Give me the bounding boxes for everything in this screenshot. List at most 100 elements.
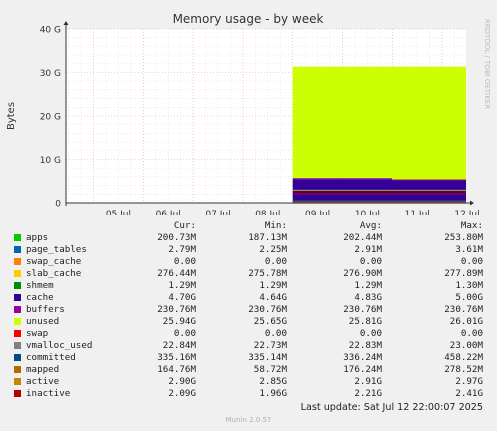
legend-cur: 335.16M	[157, 352, 196, 363]
legend-min: 25.65G	[253, 316, 287, 327]
legend-cur: 0.00	[173, 328, 196, 339]
legend-swatch	[14, 378, 21, 385]
legend-header: Cur: Min: Avg: Max:	[0, 220, 497, 232]
legend-row: active 2.90G 2.85G 2.91G 2.97G	[0, 376, 497, 388]
legend-max: 5.00G	[455, 292, 483, 303]
legend-swatch	[14, 270, 21, 277]
legend-swatch	[14, 342, 21, 349]
legend-swatch	[14, 234, 21, 241]
legend-series-name: vmalloc_used	[26, 340, 93, 351]
legend-row: page_tables 2.79M 2.25M 2.91M 3.61M	[0, 244, 497, 256]
legend-series-name: swap	[26, 328, 49, 339]
y-tick-label: 10 G	[40, 156, 61, 166]
legend-series-name: mapped	[26, 364, 60, 375]
legend-swatch	[14, 318, 21, 325]
legend-avg: 2.91M	[354, 244, 382, 255]
legend-max: 230.76M	[444, 304, 483, 315]
legend-swatch	[14, 390, 21, 397]
legend-swatch	[14, 258, 21, 265]
legend-cur: 4.70G	[168, 292, 196, 303]
legend-rows: apps 200.73M 187.13M 202.44M 253.80M page_tab…	[0, 232, 497, 400]
x-axis-arrow	[470, 200, 474, 206]
y-tick-label: 0	[55, 200, 61, 210]
x-tick-label: 07 Jul	[205, 210, 230, 215]
x-tick-label: 08 Jul	[255, 210, 280, 215]
legend-row: inactive 2.09G 1.96G 2.21G 2.41G	[0, 388, 497, 400]
legend-swatch	[14, 246, 21, 253]
legend-series-name: inactive	[26, 388, 71, 399]
legend-max: 2.41G	[455, 388, 483, 399]
legend-row: swap 0.00 0.00 0.00 0.00	[0, 328, 497, 340]
legend-series-name: committed	[26, 352, 76, 363]
x-tick-label: 12 Jul	[454, 210, 479, 215]
area-buffers	[292, 178, 466, 181]
last-update: Last update: Sat Jul 12 22:00:07 2025	[300, 402, 483, 413]
legend-min: 22.73M	[253, 340, 287, 351]
legend-cur: 2.79M	[168, 244, 196, 255]
legend-row: swap_cache 0.00 0.00 0.00 0.00	[0, 256, 497, 268]
legend-cur: 1.29M	[168, 280, 196, 291]
rrdtool-credit: RRDTOOL / TOBI OETIKER	[483, 19, 491, 109]
legend-series-name: swap_cache	[26, 256, 82, 267]
legend-table: Cur: Min: Avg: Max: apps 200.73M 187.13M 20…	[0, 220, 497, 400]
legend-min: 275.78M	[248, 268, 287, 279]
legend-row: buffers 230.76M 230.76M 230.76M 230.76M	[0, 304, 497, 316]
legend-max: 0.00	[460, 328, 483, 339]
legend-max: 253.80M	[444, 232, 483, 243]
legend-row: mapped 164.76M 58.72M 176.24M 278.52M	[0, 364, 497, 376]
legend-series-name: unused	[26, 316, 60, 327]
legend-row: unused 25.94G 25.65G 25.81G 26.01G	[0, 316, 497, 328]
x-tick-label: 06 Jul	[156, 210, 181, 215]
y-tick-label: 30 G	[40, 69, 61, 79]
legend-series-name: buffers	[26, 304, 65, 315]
legend-row: committed 335.16M 335.14M 336.24M 458.22M	[0, 352, 497, 364]
legend-avg: 0.00	[359, 328, 382, 339]
legend-avg: 0.00	[359, 256, 382, 267]
header-avg: Avg:	[359, 220, 382, 231]
legend-cur: 200.73M	[157, 232, 196, 243]
legend-max: 458.22M	[444, 352, 483, 363]
y-axis-label: Bytes	[6, 102, 17, 130]
legend-swatch	[14, 354, 21, 361]
legend-avg: 4.83G	[354, 292, 382, 303]
legend-cur: 2.09G	[168, 388, 196, 399]
legend-min: 2.85G	[259, 376, 287, 387]
legend-avg: 276.90M	[343, 268, 382, 279]
legend-cur: 2.90G	[168, 376, 196, 387]
legend-max: 3.61M	[455, 244, 483, 255]
chart-areas	[292, 66, 466, 203]
legend-row: cache 4.70G 4.64G 4.83G 5.00G	[0, 292, 497, 304]
legend-avg: 336.24M	[343, 352, 382, 363]
legend-min: 1.29M	[259, 280, 287, 291]
legend-min: 4.64G	[259, 292, 287, 303]
legend-cur: 25.94G	[162, 316, 196, 327]
y-axis-arrow	[63, 21, 69, 25]
legend-max: 1.30M	[455, 280, 483, 291]
legend-cur: 164.76M	[157, 364, 196, 375]
legend-avg: 1.29M	[354, 280, 382, 291]
legend-min: 187.13M	[248, 232, 287, 243]
legend-cur: 276.44M	[157, 268, 196, 279]
legend-avg: 2.91G	[354, 376, 382, 387]
legend-max: 26.01G	[449, 316, 483, 327]
legend-swatch	[14, 330, 21, 337]
legend-cur: 230.76M	[157, 304, 196, 315]
legend-series-name: cache	[26, 292, 54, 303]
legend-min: 230.76M	[248, 304, 287, 315]
legend-cur: 0.00	[173, 256, 196, 267]
header-min: Min:	[264, 220, 287, 231]
legend-avg: 230.76M	[343, 304, 382, 315]
chart-title: Memory usage - by week	[173, 12, 324, 26]
x-tick-label: 11 Jul	[405, 210, 430, 215]
legend-min: 0.00	[264, 256, 287, 267]
legend-max: 278.52M	[444, 364, 483, 375]
legend-min: 2.25M	[259, 244, 287, 255]
x-tick-label: 09 Jul	[305, 210, 330, 215]
chart-axes: 0 10 G 20 G 30 G 40 G 05 Jul 06 Jul 07 Jul 08 Ju…	[40, 21, 480, 215]
header-cur: Cur:	[173, 220, 196, 231]
legend-max: 23.00M	[449, 340, 483, 351]
legend-max: 277.89M	[444, 268, 483, 279]
legend-max: 2.97G	[455, 376, 483, 387]
x-tick-label: 05 Jul	[106, 210, 131, 215]
legend-avg: 176.24M	[343, 364, 382, 375]
